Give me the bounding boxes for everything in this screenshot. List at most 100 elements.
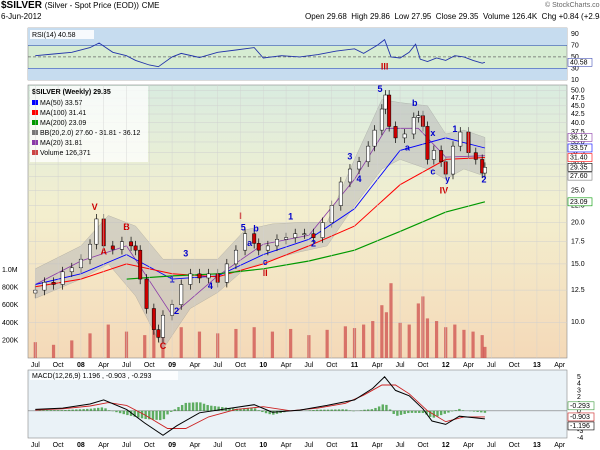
x-tick-label-bottom: Jul xyxy=(304,442,313,449)
macd-histogram-bar xyxy=(89,408,93,411)
x-tick-label: Jul xyxy=(396,362,405,369)
macd-histogram-bar xyxy=(450,410,454,412)
x-tick-label-bottom: Apr xyxy=(281,442,293,449)
wave-label: c xyxy=(430,167,435,177)
macd-histogram-bar xyxy=(93,408,96,411)
wave-label: b xyxy=(253,223,259,233)
macd-histogram-bar xyxy=(195,402,198,411)
open-value: Open 29.68 xyxy=(305,12,347,21)
close-value: Close 29.35 xyxy=(435,12,479,21)
macd-histogram-bar xyxy=(64,409,67,411)
macd-histogram-bar xyxy=(337,409,341,411)
macd-y-tick: 2 xyxy=(577,394,581,401)
price-candle xyxy=(156,329,161,338)
macd-histogram-bar xyxy=(159,410,162,421)
macd-histogram-bar xyxy=(53,410,56,411)
wave-label: A xyxy=(100,247,107,257)
volume-bar xyxy=(471,331,475,358)
wave-label: B xyxy=(123,222,130,232)
volume-bar xyxy=(197,331,202,358)
volume-bar xyxy=(179,327,183,358)
macd-histogram-bar xyxy=(188,402,191,411)
macd-histogram-bar xyxy=(49,410,53,411)
macd-histogram-bar xyxy=(264,410,268,414)
price-candle xyxy=(42,282,47,291)
volume-y-tick: 1.0M xyxy=(2,267,18,274)
x-tick-label: 12 xyxy=(442,362,450,369)
volume-bar xyxy=(252,327,256,358)
price-y-tick: 17.5 xyxy=(571,239,585,246)
macd-histogram-bar xyxy=(421,410,425,414)
macd-histogram-bar xyxy=(162,410,166,420)
rsi-y-tick: 50 xyxy=(571,54,579,61)
rsi-oversold-zone xyxy=(28,68,567,80)
price-candle xyxy=(119,241,124,250)
macd-histogram-bar xyxy=(253,408,257,411)
x-tick-label-bottom: Oct xyxy=(326,442,337,449)
legend-swatch xyxy=(32,120,38,125)
macd-histogram-bar xyxy=(206,405,209,411)
macd-histogram-bar xyxy=(180,404,184,411)
macd-histogram-bar xyxy=(250,407,253,411)
macd-histogram-bar xyxy=(341,409,344,411)
price-candle xyxy=(243,233,248,251)
volume-bar xyxy=(289,328,293,358)
price-candle xyxy=(383,94,388,110)
macd-histogram-bar xyxy=(118,410,122,414)
macd-histogram-bar xyxy=(242,408,246,411)
price-y-tick: 42.5 xyxy=(571,111,585,118)
volume-bar xyxy=(70,340,74,358)
macd-histogram-bar xyxy=(86,408,89,411)
macd-histogram-bar xyxy=(133,410,136,417)
symbol-title: $SILVER (Silver - Spot Price (EOD)) CME xyxy=(1,1,160,11)
price-candle xyxy=(252,233,257,244)
price-candle xyxy=(206,273,211,279)
price-y-tick: 15.0 xyxy=(571,261,585,268)
macd-right-box xyxy=(567,401,595,411)
x-tick-label-bottom: 08 xyxy=(77,442,85,449)
macd-histogram-bar xyxy=(210,405,213,411)
macd-histogram-bar xyxy=(366,409,370,411)
macd-histogram-bar xyxy=(217,406,220,411)
volume-bar xyxy=(362,324,366,358)
volume-y-tick: 600K xyxy=(2,302,19,309)
volume-value: Volume 126.4K xyxy=(482,12,538,21)
price-y-tick: 25.0 xyxy=(571,187,585,194)
macd-histogram-bar xyxy=(323,409,326,411)
rsi-line xyxy=(35,38,486,68)
x-tick-label: Oct xyxy=(235,362,246,369)
price-candle xyxy=(425,126,430,160)
macd-histogram-bar xyxy=(403,410,406,414)
macd-histogram-bar xyxy=(246,408,249,411)
wave-label: a xyxy=(247,238,253,248)
macd-histogram-bar xyxy=(472,410,476,412)
price-candle xyxy=(416,115,421,118)
macd-histogram-bar xyxy=(439,410,443,416)
macd-histogram-bar xyxy=(221,407,224,411)
x-tick-label-bottom: Oct xyxy=(235,442,246,449)
price-right-label: 27.60 xyxy=(570,173,588,180)
macd-histogram-bar xyxy=(359,410,363,411)
volume-bar xyxy=(483,346,487,358)
price-candle xyxy=(393,126,398,139)
macd-histogram-bar xyxy=(425,410,428,415)
legend-swatch xyxy=(32,150,38,155)
x-tick-label-bottom: Oct xyxy=(53,442,64,449)
price-candle xyxy=(347,168,352,183)
x-tick-label: Apr xyxy=(281,362,293,369)
high-value: High 29.86 xyxy=(351,12,390,21)
price-candle xyxy=(275,239,279,247)
price-right-box xyxy=(567,163,593,172)
wave-label: x xyxy=(430,128,435,138)
volume-bar xyxy=(234,328,238,358)
price-legend-item: Volume 126,371 xyxy=(40,150,91,157)
wave-label: 2 xyxy=(174,306,179,316)
volume-bar xyxy=(371,321,375,358)
volume-bar xyxy=(106,324,110,358)
price-candle xyxy=(411,117,416,135)
x-tick-label-bottom: Jul xyxy=(213,442,222,449)
wave-label: III xyxy=(381,61,389,71)
price-legend-item: MA(50) 33.57 xyxy=(40,100,83,107)
macd-histogram-bar xyxy=(461,410,465,411)
legend-swatch xyxy=(32,140,38,145)
